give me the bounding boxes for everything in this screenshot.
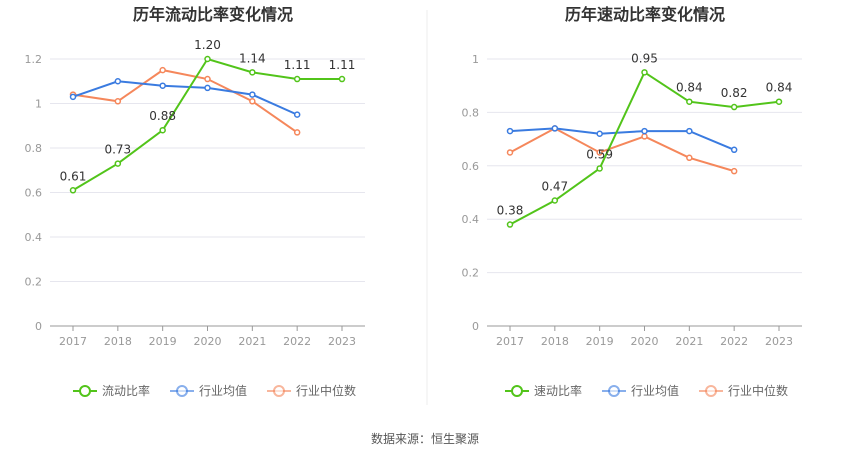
data-point xyxy=(641,133,648,140)
x-tick-label: 2023 xyxy=(328,335,356,348)
data-label: 0.38 xyxy=(497,204,524,218)
legend-marker-icon[interactable] xyxy=(273,385,285,397)
series-line xyxy=(509,127,735,173)
data-point xyxy=(249,98,256,105)
data-point xyxy=(641,69,648,76)
data-label: 0.61 xyxy=(60,169,87,183)
data-point xyxy=(775,98,783,105)
data-label: 0.84 xyxy=(676,81,703,95)
data-label: 0.95 xyxy=(631,51,658,65)
data-label: 0.82 xyxy=(721,86,748,100)
x-tick-label: 2019 xyxy=(586,335,614,348)
x-tick-label: 2017 xyxy=(59,335,87,348)
data-point xyxy=(204,84,211,92)
x-tick-label: 2018 xyxy=(541,335,569,348)
legend-marker-icon[interactable] xyxy=(176,385,188,397)
y-tick-label: 0.6 xyxy=(462,160,480,173)
legend-label[interactable]: 行业中位数 xyxy=(728,383,788,398)
data-point xyxy=(69,187,77,194)
legend-label[interactable]: 行业均值 xyxy=(631,383,679,398)
data-point xyxy=(730,146,738,154)
y-tick-label: 0.8 xyxy=(462,106,480,119)
data-point xyxy=(293,111,301,118)
data-point xyxy=(730,167,738,175)
legend-marker-icon[interactable] xyxy=(608,385,620,397)
legend-label[interactable]: 行业中位数 xyxy=(296,383,356,398)
x-tick-label: 2019 xyxy=(149,335,177,348)
y-tick-label: 1.2 xyxy=(25,53,43,66)
data-point xyxy=(596,130,603,138)
data-label: 1.14 xyxy=(239,51,266,65)
data-point xyxy=(159,126,166,134)
data-point xyxy=(596,149,603,156)
x-tick-label: 2023 xyxy=(765,335,793,348)
y-tick-label: 0.2 xyxy=(25,276,43,289)
series-line xyxy=(72,69,298,134)
x-tick-label: 2021 xyxy=(238,335,266,348)
chart-title: 历年流动比率变化情况 xyxy=(133,5,293,24)
chart-title: 历年速动比率变化情况 xyxy=(565,5,725,24)
x-tick-label: 2022 xyxy=(283,335,311,348)
x-tick-label: 2020 xyxy=(631,335,659,348)
data-point xyxy=(686,127,693,135)
data-point xyxy=(641,127,648,135)
y-tick-label: 0 xyxy=(472,320,479,333)
data-point xyxy=(551,125,559,132)
y-tick-label: 1 xyxy=(472,53,479,66)
x-tick-label: 2017 xyxy=(496,335,524,348)
data-point xyxy=(114,98,122,105)
y-tick-label: 0.6 xyxy=(25,187,43,200)
data-label: 0.88 xyxy=(149,109,176,123)
legend-marker-icon[interactable] xyxy=(705,385,717,397)
data-point xyxy=(204,75,211,83)
y-tick-label: 0.8 xyxy=(25,142,43,155)
data-point xyxy=(293,129,301,136)
data-point xyxy=(249,91,256,98)
series-line xyxy=(72,80,298,116)
y-tick-label: 0.4 xyxy=(25,231,43,244)
data-point xyxy=(293,75,301,83)
data-label: 0.59 xyxy=(586,147,613,161)
data-point xyxy=(686,98,693,105)
data-point xyxy=(506,221,514,228)
legend-marker-icon[interactable] xyxy=(511,385,523,397)
data-label: 0.84 xyxy=(766,81,793,95)
data-point xyxy=(506,127,514,135)
x-tick-label: 2018 xyxy=(104,335,132,348)
y-tick-label: 0 xyxy=(35,320,42,333)
data-label: 1.20 xyxy=(194,38,221,52)
legend-label[interactable]: 行业均值 xyxy=(199,383,247,398)
series-line xyxy=(509,127,735,151)
x-tick-label: 2021 xyxy=(675,335,703,348)
data-point xyxy=(551,197,559,204)
data-point xyxy=(114,78,122,85)
data-point xyxy=(159,66,166,74)
data-source: 数据来源：恒生聚源 xyxy=(370,432,479,446)
data-point xyxy=(69,93,77,101)
y-tick-label: 0.4 xyxy=(462,213,480,226)
x-tick-label: 2020 xyxy=(194,335,222,348)
data-point xyxy=(730,103,738,111)
legend-marker-icon[interactable] xyxy=(79,385,91,397)
data-point xyxy=(686,154,693,162)
data-point xyxy=(204,55,211,63)
data-label: 1.11 xyxy=(329,58,356,72)
data-point xyxy=(596,165,603,172)
data-point xyxy=(249,69,256,76)
y-tick-label: 0.2 xyxy=(462,267,480,280)
data-point xyxy=(159,82,166,89)
y-tick-label: 1 xyxy=(35,98,42,111)
data-label: 1.11 xyxy=(284,58,311,72)
data-point xyxy=(506,149,514,156)
data-label: 0.73 xyxy=(104,143,131,157)
data-label: 0.47 xyxy=(541,180,568,194)
data-point xyxy=(338,75,346,83)
legend-label[interactable]: 流动比率 xyxy=(102,383,150,398)
x-tick-label: 2022 xyxy=(720,335,748,348)
data-point xyxy=(114,160,122,167)
legend-label[interactable]: 速动比率 xyxy=(534,383,582,398)
